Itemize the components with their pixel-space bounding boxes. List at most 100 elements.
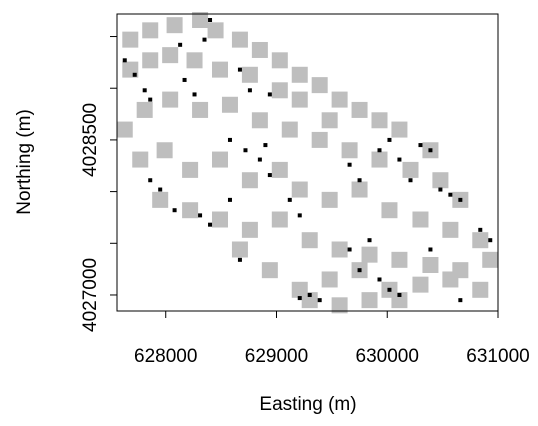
y-axis-title: Northing (m)	[14, 109, 35, 215]
point	[488, 238, 493, 243]
point	[241, 172, 258, 189]
point	[432, 172, 449, 189]
point	[397, 157, 402, 162]
point	[387, 287, 392, 292]
point	[257, 157, 262, 162]
y-tick-label: 4027000	[80, 258, 101, 332]
point	[208, 17, 213, 22]
point	[142, 52, 159, 69]
point	[212, 61, 229, 78]
point	[291, 181, 308, 198]
point	[241, 221, 258, 238]
point	[377, 148, 382, 153]
point	[208, 222, 213, 227]
point	[172, 208, 177, 213]
point	[192, 92, 197, 97]
y-tick-label: 4028500	[80, 103, 101, 177]
x-tick-label: 629000	[245, 346, 308, 367]
point	[237, 67, 242, 72]
point	[351, 101, 368, 118]
point	[251, 112, 268, 129]
point	[251, 41, 268, 58]
point	[472, 232, 489, 249]
x-tick-label: 631000	[466, 346, 529, 367]
point	[182, 77, 187, 82]
point	[192, 11, 209, 28]
point	[212, 151, 229, 168]
x-tick-label: 630000	[356, 346, 419, 367]
point	[132, 72, 137, 77]
point	[142, 22, 159, 39]
point	[418, 143, 423, 148]
point	[271, 211, 288, 228]
point	[458, 197, 463, 202]
point	[227, 197, 232, 202]
point	[182, 161, 199, 178]
point	[271, 82, 288, 99]
point	[317, 298, 322, 303]
point	[122, 58, 127, 63]
point	[387, 137, 392, 142]
point	[267, 92, 272, 97]
point	[301, 292, 318, 309]
point	[122, 31, 139, 48]
plot-frame	[116, 13, 499, 312]
point	[472, 281, 489, 298]
point	[408, 178, 413, 183]
x-axis-title: Easting (m)	[259, 394, 356, 415]
point	[192, 101, 209, 118]
point	[442, 221, 459, 238]
point	[261, 262, 278, 279]
point	[132, 151, 149, 168]
point	[391, 251, 408, 268]
point	[357, 178, 362, 183]
point	[478, 227, 483, 232]
point	[412, 276, 429, 293]
point	[331, 91, 348, 108]
point	[361, 246, 378, 263]
point	[158, 187, 163, 192]
point	[377, 277, 382, 282]
point	[331, 297, 348, 314]
point	[311, 77, 328, 94]
point	[347, 247, 352, 252]
point	[148, 178, 153, 183]
point	[397, 292, 402, 297]
point	[448, 192, 453, 197]
point	[391, 121, 408, 138]
point	[458, 298, 463, 303]
point	[301, 232, 318, 249]
point	[391, 292, 408, 309]
point	[482, 251, 499, 268]
point	[297, 296, 302, 301]
point	[321, 191, 338, 208]
point	[182, 202, 199, 219]
point	[321, 112, 338, 129]
point	[152, 191, 169, 208]
point	[162, 47, 179, 64]
x-tick-label: 628000	[134, 346, 197, 367]
point	[428, 247, 433, 252]
point	[162, 91, 179, 108]
point	[241, 66, 258, 83]
point	[237, 257, 242, 262]
point	[142, 88, 147, 93]
point	[367, 238, 372, 243]
point	[186, 52, 203, 69]
point	[136, 101, 153, 118]
point	[412, 211, 429, 228]
point	[428, 148, 433, 153]
point	[116, 121, 133, 138]
point	[291, 91, 308, 108]
point	[357, 268, 362, 273]
point	[438, 187, 443, 192]
point	[311, 131, 328, 148]
point	[351, 181, 368, 198]
point	[247, 88, 252, 93]
point	[287, 197, 292, 202]
point	[371, 151, 388, 168]
point	[341, 142, 358, 159]
point	[402, 161, 419, 178]
point	[212, 211, 229, 228]
